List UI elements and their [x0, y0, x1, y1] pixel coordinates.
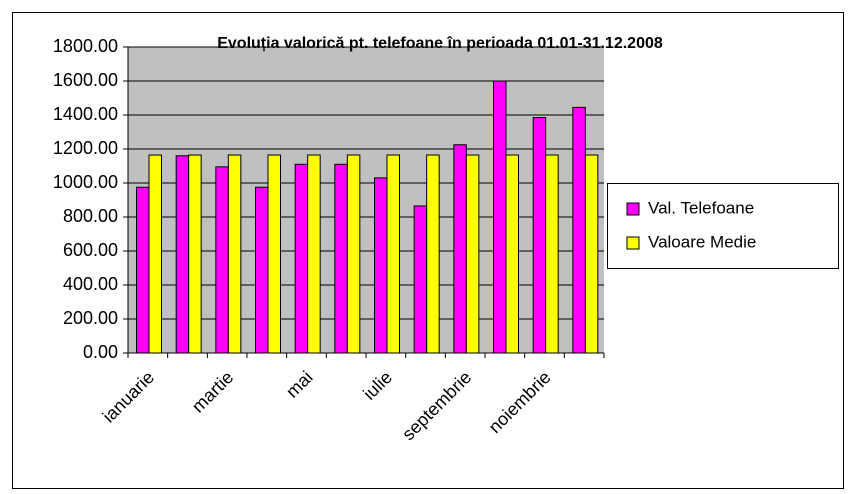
- y-tick-label: 1600.00: [53, 70, 118, 90]
- bar: [215, 166, 229, 354]
- y-tick-label: 800.00: [63, 206, 118, 226]
- bar: [346, 154, 361, 354]
- y-tick-label: 200.00: [63, 308, 118, 328]
- legend-label: Valoare Medie: [648, 232, 756, 251]
- bar: [148, 154, 162, 354]
- y-tick-label: 1400.00: [53, 104, 118, 124]
- legend: [607, 183, 839, 269]
- bar: [505, 154, 519, 354]
- bar: [294, 163, 309, 354]
- bar: [267, 154, 281, 354]
- bar: [413, 205, 428, 354]
- bar: [255, 186, 269, 354]
- bar: [572, 106, 586, 354]
- y-tick-label: 1000.00: [53, 172, 118, 192]
- bar: [227, 154, 242, 354]
- bar: [426, 154, 440, 354]
- bar: [532, 117, 547, 354]
- legend-swatch: [626, 202, 640, 216]
- bar: [584, 154, 599, 354]
- bar: [307, 154, 321, 354]
- bar: [453, 144, 467, 354]
- bar: [136, 186, 150, 354]
- bar: [374, 177, 388, 354]
- bar: [386, 154, 400, 354]
- y-tick-label: 600.00: [63, 240, 118, 260]
- plot-area: [128, 47, 604, 353]
- chart-title: Evoluția valorică pt. telefoane în perio…: [217, 35, 663, 52]
- y-tick-label: 400.00: [63, 274, 118, 294]
- y-tick-label: 1800.00: [53, 36, 118, 56]
- legend-label: Val. Telefoane: [648, 198, 754, 217]
- bar: [175, 155, 190, 354]
- bar: [465, 154, 480, 354]
- legend-swatch: [626, 236, 640, 250]
- bar: [334, 163, 348, 354]
- bar: [545, 154, 559, 354]
- y-tick-label: 1200.00: [53, 138, 118, 158]
- bar: [188, 154, 202, 354]
- bar: [493, 80, 507, 354]
- y-tick-label: 0.00: [83, 342, 118, 362]
